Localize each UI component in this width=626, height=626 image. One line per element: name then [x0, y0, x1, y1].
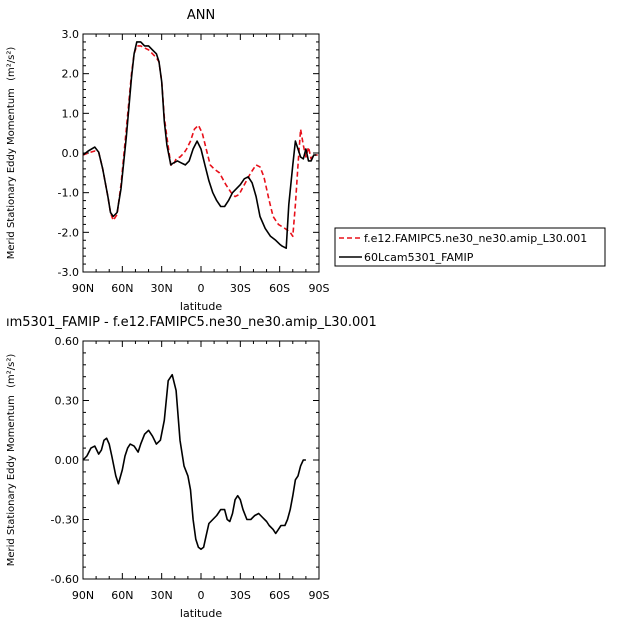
bottom-y-ticks: -0.60 -0.30 0.00 0.30 0.60: [51, 335, 319, 586]
top-y-tick-label: -2.0: [58, 226, 79, 239]
bottom-title: ım5301_FAMIP - f.e12.FAMIPC5.ne30_ne30.a…: [6, 315, 377, 330]
top-x-ticks: 90N 60N 30N 0 30S 60S 90S: [72, 34, 330, 295]
top-y-axis-label-text: Merid Stationary Eddy Momentum: [6, 88, 17, 259]
bottom-x-tick-label: 90S: [309, 589, 330, 602]
bottom-y-tick-label: 0.00: [55, 454, 80, 467]
top-y-axis-unit: (m²/s²): [6, 47, 17, 81]
bottom-plot-frame: [82, 340, 320, 580]
top-series-line-1: [82, 41, 317, 249]
top-y-tick-label: 0.0: [62, 147, 80, 160]
top-x-tick-label: 0: [198, 282, 205, 295]
bottom-y-tick-label: 0.60: [55, 335, 80, 348]
bottom-series-line-0: [82, 373, 306, 551]
legend: f.e12.FAMIPC5.ne30_ne30.amip_L30.001 60L…: [334, 227, 606, 267]
bottom-series-lines: [82, 373, 306, 551]
bottom-y-axis-unit: (m²/s²): [6, 354, 17, 388]
top-y-ticks: -3.0 -2.0 -1.0 0.0 1.0 2.0 3.0: [58, 28, 319, 279]
top-x-axis-label: latitude: [180, 300, 222, 313]
legend-label-0: f.e12.FAMIPC5.ne30_ne30.amip_L30.001: [364, 232, 587, 245]
legend-box: [334, 227, 606, 267]
bottom-y-axis-label-text: Merid Stationary Eddy Momentum: [6, 395, 17, 566]
top-y-tick-label: 2.0: [62, 68, 80, 81]
bottom-panel: ım5301_FAMIP - f.e12.FAMIPC5.ne30_ne30.a…: [6, 315, 377, 620]
top-plot-frame: [82, 33, 320, 273]
bottom-y-tick-label: 0.30: [55, 395, 80, 408]
top-y-tick-label: 3.0: [62, 28, 80, 41]
top-x-tick-label: 30S: [230, 282, 251, 295]
top-x-tick-label: 90S: [309, 282, 330, 295]
top-y-tick-label: -1.0: [58, 187, 79, 200]
legend-label-1: 60Lcam5301_FAMIP: [364, 251, 474, 264]
bottom-y-tick-label: -0.60: [51, 573, 79, 586]
bottom-x-tick-label: 90N: [72, 589, 94, 602]
bottom-y-tick-label: -0.30: [51, 514, 79, 527]
bottom-y-axis-label: Merid Stationary Eddy Momentum (m²/s²): [6, 354, 17, 567]
bottom-x-tick-label: 60S: [269, 589, 290, 602]
bottom-x-tick-label: 60N: [111, 589, 133, 602]
top-series-lines: [82, 41, 318, 249]
top-x-tick-label: 60N: [111, 282, 133, 295]
bottom-x-ticks: 90N 60N 30N 0 30S 60S 90S: [72, 341, 330, 602]
bottom-x-axis-label: latitude: [180, 607, 222, 620]
top-x-tick-label: 30N: [151, 282, 173, 295]
bottom-x-tick-label: 30N: [151, 589, 173, 602]
top-x-tick-label: 60S: [269, 282, 290, 295]
top-title: ANN: [187, 8, 215, 23]
bottom-x-tick-label: 0: [198, 589, 205, 602]
top-panel: ANN -3.0 -2.0 -1.0 0.0 1.0 2.0 3.0 90N 60N 30N 0 3…: [6, 8, 330, 313]
top-y-tick-label: 1.0: [62, 107, 80, 120]
bottom-x-tick-label: 30S: [230, 589, 251, 602]
top-x-tick-label: 90N: [72, 282, 94, 295]
top-y-axis-label: Merid Stationary Eddy Momentum (m²/s²): [6, 47, 17, 260]
top-y-tick-label: -3.0: [58, 266, 79, 279]
